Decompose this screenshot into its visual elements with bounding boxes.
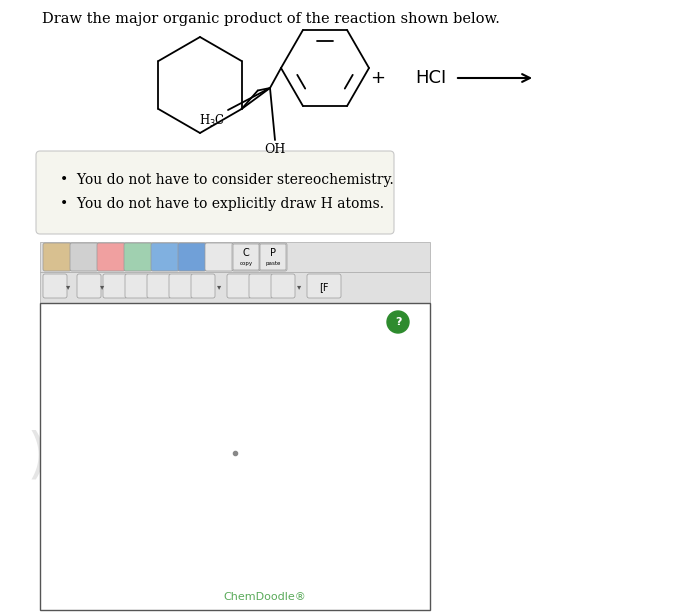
Text: ): ) <box>26 430 48 484</box>
FancyBboxPatch shape <box>125 274 149 298</box>
FancyBboxPatch shape <box>103 274 127 298</box>
Text: ChemDoodle®: ChemDoodle® <box>224 592 306 602</box>
FancyBboxPatch shape <box>147 274 171 298</box>
FancyBboxPatch shape <box>169 274 193 298</box>
Text: ▾: ▾ <box>66 283 70 292</box>
Text: ▾: ▾ <box>297 283 301 292</box>
Text: P: P <box>270 248 276 258</box>
FancyBboxPatch shape <box>249 274 273 298</box>
Text: ?: ? <box>395 317 401 327</box>
Text: [F: [F <box>319 282 329 292</box>
Text: Draw the major organic product of the reaction shown below.: Draw the major organic product of the re… <box>42 12 500 26</box>
FancyBboxPatch shape <box>36 151 394 234</box>
Text: •  You do not have to consider stereochemistry.: • You do not have to consider stereochem… <box>60 173 394 187</box>
FancyBboxPatch shape <box>232 243 260 271</box>
FancyBboxPatch shape <box>233 244 259 270</box>
FancyBboxPatch shape <box>77 274 101 298</box>
FancyBboxPatch shape <box>227 274 251 298</box>
Bar <box>40 242 430 272</box>
FancyBboxPatch shape <box>97 243 125 271</box>
FancyBboxPatch shape <box>70 243 98 271</box>
Text: •  You do not have to explicitly draw H atoms.: • You do not have to explicitly draw H a… <box>60 197 384 211</box>
FancyBboxPatch shape <box>151 243 179 271</box>
Text: copy: copy <box>239 261 253 265</box>
Circle shape <box>387 311 409 333</box>
FancyBboxPatch shape <box>260 244 286 270</box>
FancyBboxPatch shape <box>307 274 341 298</box>
Text: ▾: ▾ <box>100 283 104 292</box>
FancyBboxPatch shape <box>124 243 152 271</box>
FancyBboxPatch shape <box>271 274 295 298</box>
FancyBboxPatch shape <box>43 243 71 271</box>
Text: paste: paste <box>265 261 281 265</box>
Bar <box>40 303 430 610</box>
FancyBboxPatch shape <box>191 274 215 298</box>
Text: HCI: HCI <box>415 69 446 87</box>
Text: OH: OH <box>264 143 285 156</box>
Text: C: C <box>243 248 250 258</box>
FancyBboxPatch shape <box>259 243 287 271</box>
FancyBboxPatch shape <box>43 274 67 298</box>
Text: H$_3$C: H$_3$C <box>199 113 225 129</box>
FancyBboxPatch shape <box>178 243 206 271</box>
Text: +: + <box>370 69 386 87</box>
FancyBboxPatch shape <box>205 243 233 271</box>
Text: ▾: ▾ <box>217 283 221 292</box>
Bar <box>40 272 430 303</box>
